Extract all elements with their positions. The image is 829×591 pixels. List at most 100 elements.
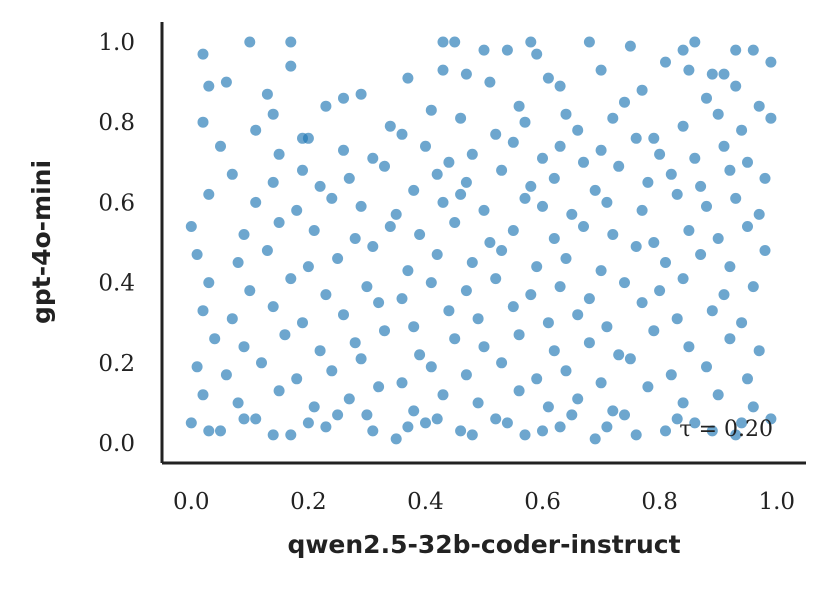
- scatter-point: [431, 249, 443, 260]
- scatter-point: [513, 100, 525, 112]
- x-tick-label: 1.0: [758, 489, 795, 515]
- scatter-point: [220, 369, 232, 381]
- scatter-point: [472, 313, 484, 325]
- scatter-point: [578, 221, 589, 232]
- scatter-point: [367, 152, 379, 164]
- scatter-point: [548, 172, 560, 184]
- scatter-point: [683, 341, 695, 353]
- scatter-point: [595, 64, 607, 76]
- scatter-point: [215, 140, 226, 152]
- scatter-point: [349, 337, 361, 349]
- tau-annotation: τ = 0.20: [679, 417, 773, 442]
- scatter-point: [291, 204, 303, 216]
- scatter-point: [519, 192, 531, 204]
- scatter-point: [320, 289, 332, 301]
- scatter-point: [297, 132, 308, 144]
- scatter-point: [566, 409, 578, 421]
- scatter-point: [238, 229, 250, 240]
- scatter-point: [589, 184, 601, 196]
- scatter-point: [671, 313, 683, 325]
- scatter-point: [191, 361, 203, 373]
- scatter-point: [537, 152, 548, 164]
- scatter-point: [472, 397, 484, 409]
- scatter-point: [402, 265, 414, 277]
- scatter-point: [466, 429, 478, 441]
- scatter-point: [203, 80, 215, 92]
- scatter-point: [437, 36, 449, 48]
- scatter-point: [613, 160, 625, 172]
- scatter-point: [338, 309, 349, 321]
- scatter-point: [261, 245, 273, 256]
- scatter-point: [390, 433, 402, 445]
- scatter-point: [519, 429, 531, 441]
- scatter-point: [642, 176, 654, 188]
- scatter-point: [408, 321, 420, 333]
- y-tick-label: 0.6: [98, 190, 135, 216]
- scatter-point: [542, 72, 554, 84]
- scatter-point: [449, 333, 461, 345]
- scatter-point: [683, 64, 695, 76]
- scatter-point: [226, 313, 238, 325]
- scatter-point: [689, 417, 701, 429]
- scatter-point: [753, 208, 765, 220]
- scatter-point: [273, 217, 285, 228]
- scatter-point: [285, 273, 297, 285]
- scatter-point: [624, 353, 636, 365]
- scatter-point: [232, 257, 244, 268]
- scatter-point: [730, 429, 742, 441]
- scatter-point: [402, 72, 414, 84]
- scatter-point: [654, 148, 666, 160]
- scatter-point: [291, 373, 303, 385]
- scatter-point: [724, 164, 736, 176]
- scatter-point: [349, 233, 361, 244]
- scatter-point: [478, 341, 490, 353]
- scatter-point: [747, 44, 759, 56]
- scatter-point: [332, 253, 344, 264]
- scatter-point: [238, 341, 250, 353]
- scatter-point: [572, 309, 584, 321]
- scatter-point: [273, 385, 285, 397]
- y-tick-label: 1.0: [98, 30, 135, 56]
- scatter-point: [197, 305, 209, 317]
- scatter-point: [496, 164, 508, 176]
- scatter-point: [408, 405, 420, 417]
- scatter-point: [379, 160, 390, 172]
- scatter-point: [636, 297, 648, 309]
- scatter-point: [209, 333, 221, 345]
- scatter-point: [619, 409, 630, 421]
- scatter-point: [285, 60, 297, 72]
- scatter-point: [736, 124, 748, 136]
- scatter-point: [607, 229, 619, 240]
- scatter-point: [460, 68, 472, 80]
- scatter-point: [197, 389, 209, 401]
- scatter-point: [343, 393, 355, 405]
- scatter-point: [583, 36, 595, 48]
- scatter-point: [267, 108, 279, 120]
- scatter-point: [706, 68, 718, 80]
- scatter-point: [572, 393, 584, 405]
- scatter-point: [302, 261, 314, 273]
- scatter-point: [560, 365, 572, 377]
- scatter-point: [742, 156, 753, 168]
- scatter-point: [753, 100, 765, 112]
- scatter-point: [460, 176, 472, 188]
- scatter-point: [531, 373, 543, 385]
- scatter-point: [501, 417, 513, 429]
- scatter-point: [677, 120, 689, 132]
- scatter-point: [613, 349, 625, 361]
- scatter-point: [197, 48, 209, 60]
- scatter-point: [449, 36, 461, 48]
- y-tick-label: 0.8: [98, 110, 135, 136]
- scatter-point: [390, 208, 402, 220]
- scatter-point: [466, 148, 478, 160]
- scatter-point: [759, 245, 771, 256]
- scatter-point: [642, 381, 654, 393]
- x-tick-label: 0.8: [641, 489, 678, 515]
- scatter-point: [689, 152, 701, 164]
- scatter-point: [355, 353, 367, 365]
- scatter-point: [414, 349, 426, 361]
- scatter-point: [747, 281, 759, 293]
- scatter-point: [396, 128, 408, 140]
- scatter-point: [537, 425, 548, 437]
